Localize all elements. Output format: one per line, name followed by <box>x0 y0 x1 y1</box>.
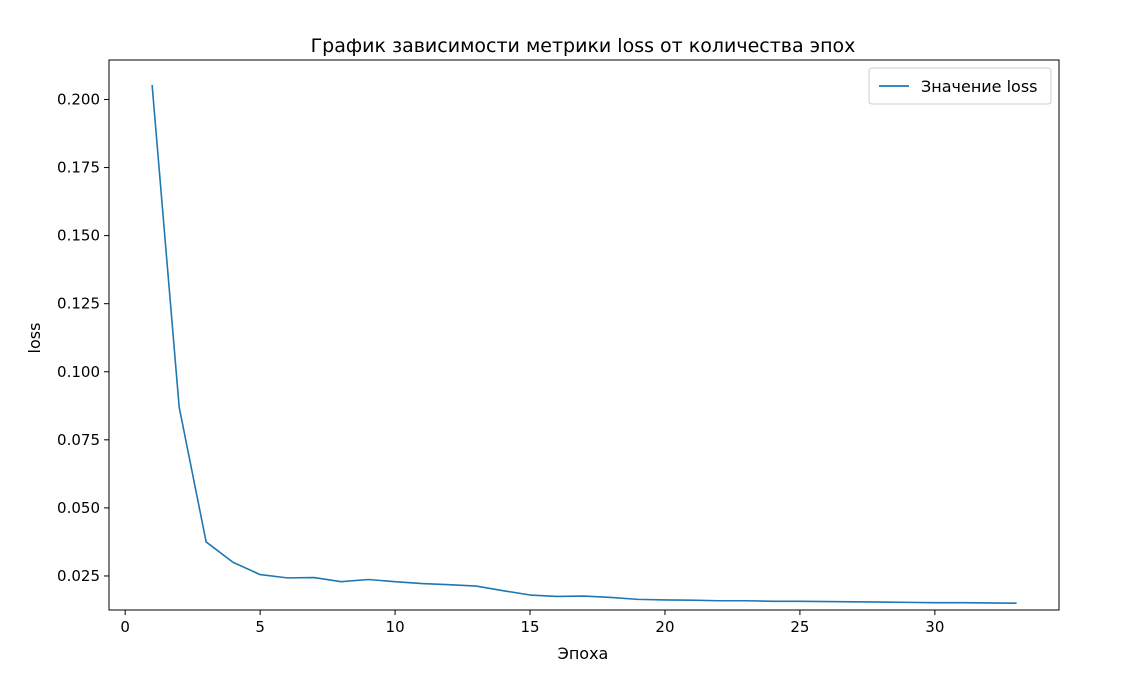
y-tick-label: 0.150 <box>57 227 100 245</box>
y-tick-label: 0.175 <box>57 159 100 177</box>
x-tick-label: 20 <box>655 618 674 636</box>
x-axis-label: Эпоха <box>558 644 609 663</box>
x-tick-label: 5 <box>255 618 265 636</box>
x-tick-label: 0 <box>120 618 130 636</box>
legend-label: Значение loss <box>921 77 1038 96</box>
y-tick-label: 0.200 <box>57 90 100 108</box>
y-axis-label: loss <box>25 323 44 354</box>
x-tick-label: 30 <box>925 618 944 636</box>
y-tick-label: 0.025 <box>57 567 100 585</box>
x-tick-label: 25 <box>790 618 809 636</box>
y-tick-label: 0.075 <box>57 431 100 449</box>
x-tick-label: 10 <box>386 618 405 636</box>
legend: Значение loss <box>868 67 1052 105</box>
y-tick-label: 0.050 <box>57 499 100 517</box>
legend-box <box>868 67 1052 105</box>
y-tick-label: 0.125 <box>57 295 100 313</box>
y-tick-label: 0.100 <box>57 363 100 381</box>
axes-frame <box>108 59 1060 611</box>
chart-title: График зависимости метрики loss от колич… <box>311 35 856 57</box>
x-tick-label: 15 <box>520 618 539 636</box>
plot-area: 0 5 10 15 20 25 30 0.025 0.050 0.075 0.100 0.125 0.1… <box>57 59 1060 636</box>
series-line <box>151 85 1017 604</box>
